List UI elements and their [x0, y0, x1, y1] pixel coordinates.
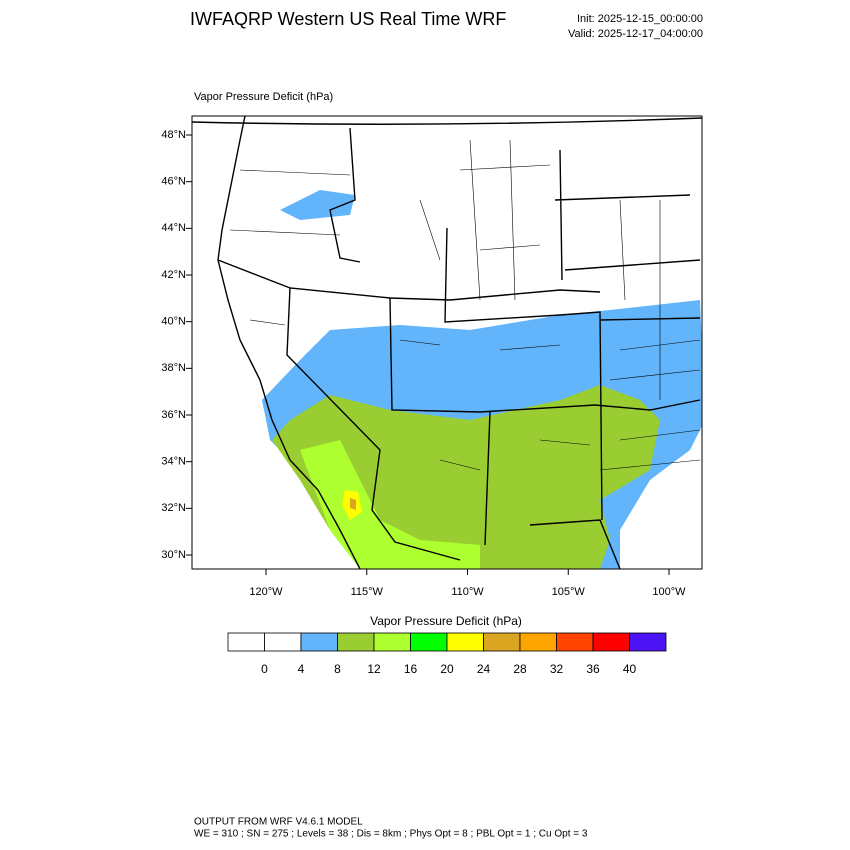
init-time: Init: 2025-12-15_00:00:00 — [577, 13, 703, 25]
lat-label: 36°N — [161, 409, 186, 421]
lat-label: 44°N — [161, 222, 186, 234]
map-frame — [191, 115, 703, 570]
coastline — [217, 116, 361, 569]
vpd-blue — [280, 190, 355, 220]
map — [192, 116, 702, 569]
colorbar-swatch — [483, 632, 521, 652]
colorbar-swatch — [410, 632, 448, 652]
colorbar-tick-label: 20 — [440, 662, 454, 676]
colorbar-tick-label: 40 — [623, 662, 637, 676]
lon-label: 100°W — [652, 586, 686, 598]
colorbar: 0 4 8 12 16 20 24 28 32 36 40 — [227, 632, 667, 676]
colorbar-swatch — [592, 632, 630, 652]
footer-line: OUTPUT FROM WRF V4.6.1 MODEL — [194, 817, 363, 828]
border — [217, 259, 601, 301]
colorbar-swatch — [556, 632, 594, 652]
border — [286, 287, 461, 561]
lat-label: 46°N — [161, 176, 186, 188]
colorbar-swatch — [264, 632, 302, 652]
lat-label: 30°N — [161, 549, 186, 561]
colorbar-swatch — [629, 632, 667, 652]
colorbar-swatch — [337, 632, 375, 652]
vpd-orange — [350, 498, 356, 510]
county-lines — [229, 139, 701, 471]
border — [389, 297, 701, 413]
colorbar-swatch — [519, 632, 557, 652]
border — [444, 227, 603, 521]
colorbar-tick-label: 4 — [298, 662, 305, 676]
field-label: Vapor Pressure Deficit (hPa) — [194, 91, 333, 103]
border — [192, 117, 702, 125]
lat-label: 32°N — [161, 502, 186, 514]
colorbar-title: Vapor Pressure Deficit (hPa) — [370, 614, 522, 628]
colorbar-tick-label: 16 — [404, 662, 418, 676]
lat-label: 38°N — [161, 362, 186, 374]
lat-label: 48°N — [161, 129, 186, 141]
lon-label: 110°W — [451, 586, 484, 598]
valid-time: Valid: 2025-12-17_04:00:00 — [568, 28, 703, 40]
vpd-lightgreen — [300, 440, 480, 569]
lon-label: 105°W — [552, 586, 586, 598]
border — [329, 127, 701, 321]
colorbar-tick-label: 0 — [261, 662, 268, 676]
lat-label: 34°N — [161, 456, 186, 468]
colorbar-tick-label: 28 — [513, 662, 527, 676]
colorbar-tick-label: 32 — [550, 662, 564, 676]
colorbar-swatch — [373, 632, 411, 652]
colorbar-tick-label: 8 — [334, 662, 341, 676]
colorbar-tick-label: 12 — [367, 662, 381, 676]
colorbar-tick-label: 24 — [477, 662, 491, 676]
lon-label: 115°W — [351, 586, 384, 598]
colorbar-tick-label: 36 — [586, 662, 600, 676]
lat-label: 42°N — [161, 269, 186, 281]
footer-line: WE = 310 ; SN = 275 ; Levels = 38 ; Dis … — [194, 829, 588, 840]
colorbar-swatch — [300, 632, 338, 652]
lon-label: 120°W — [249, 586, 283, 598]
colorbar-swatch — [227, 632, 265, 652]
colorbar-swatch — [446, 632, 484, 652]
lat-label: 40°N — [161, 316, 186, 328]
title: IWFAQRP Western US Real Time WRF — [190, 9, 506, 29]
border — [484, 411, 621, 569]
